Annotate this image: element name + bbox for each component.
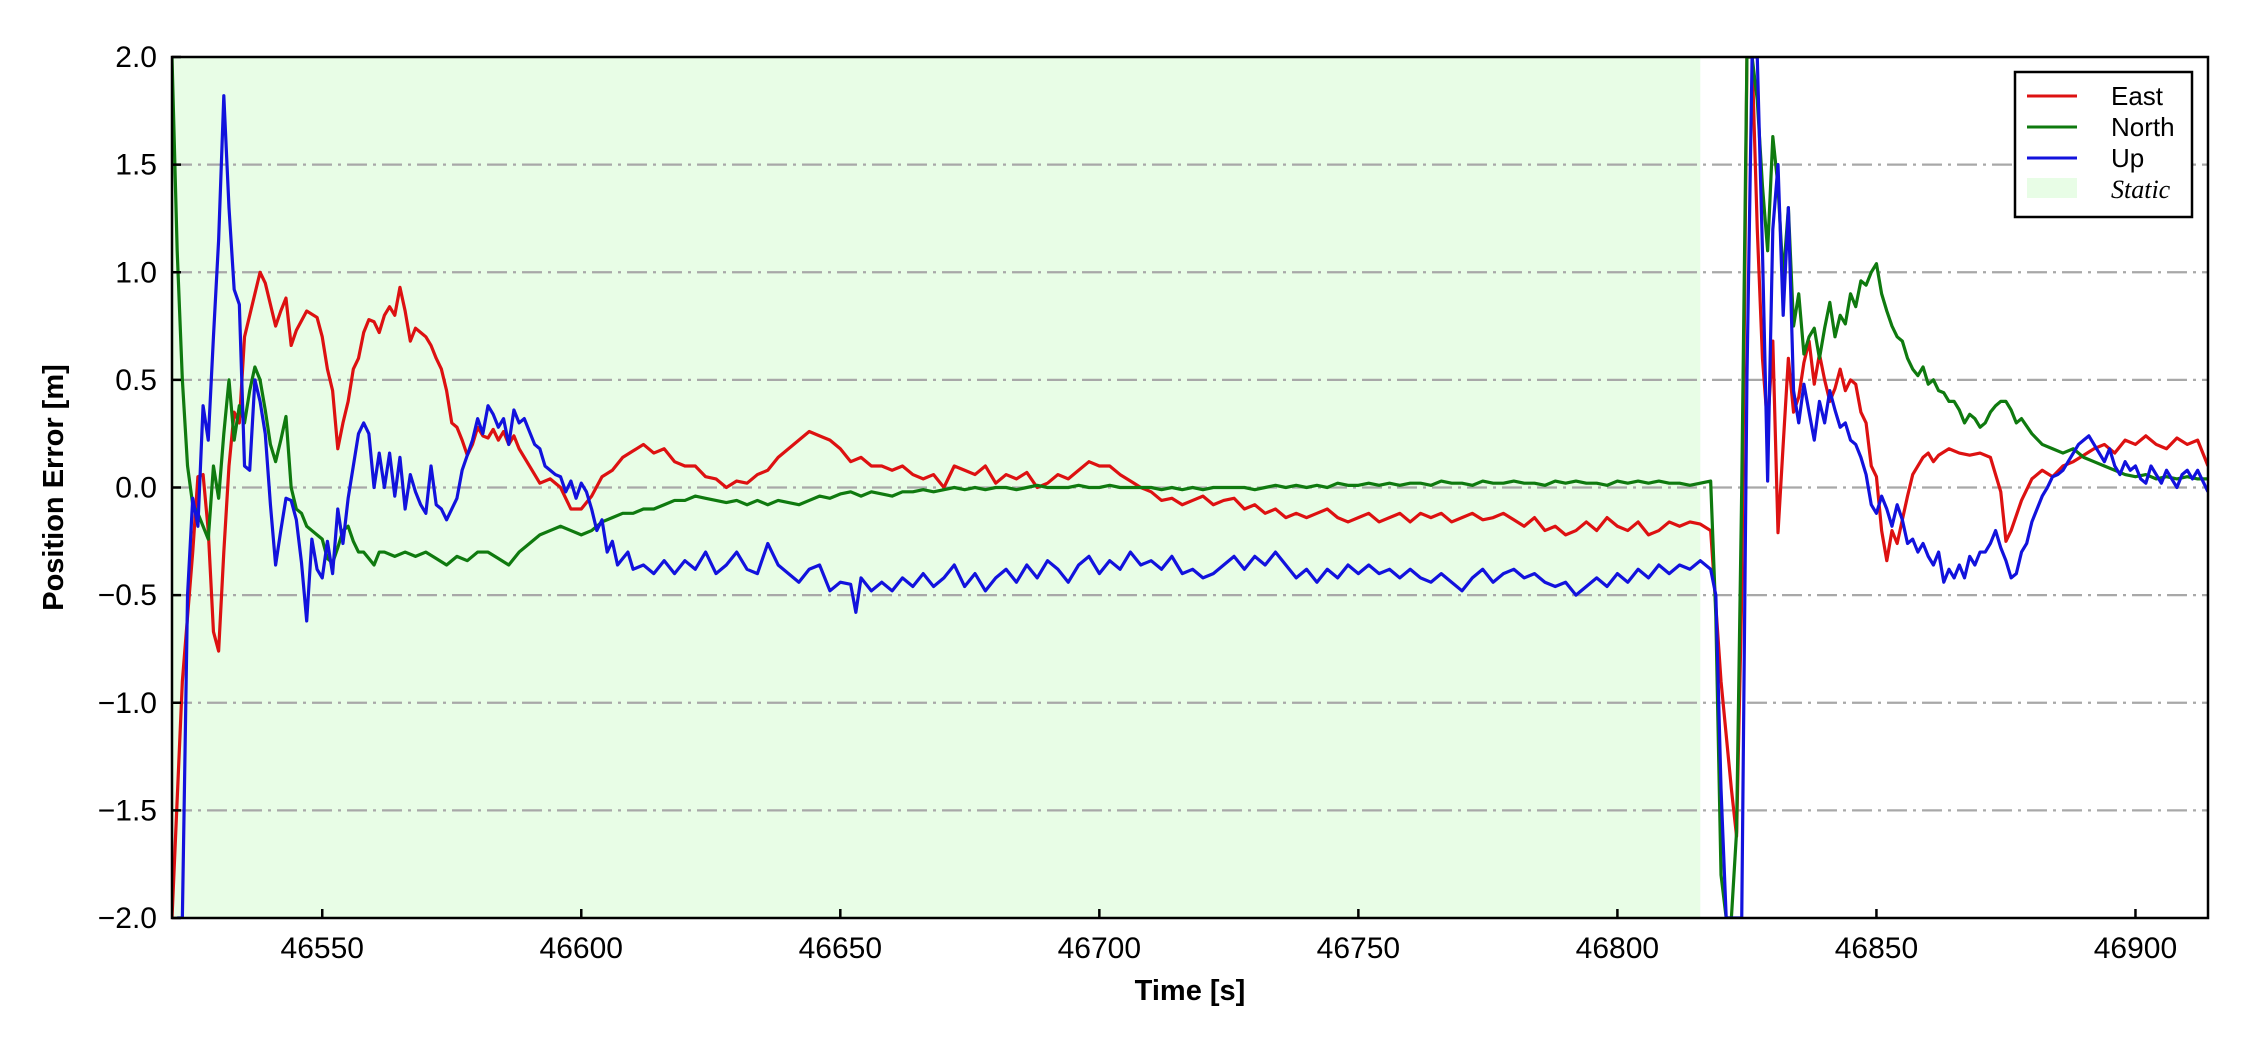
axis-ticks: 46550 46600 46650 46700 46750 46800 46850 46900… bbox=[98, 41, 2177, 965]
y-tick-label: −1.0 bbox=[98, 687, 157, 720]
series-line-up bbox=[177, 57, 2208, 918]
x-tick-label: 46650 bbox=[799, 932, 882, 965]
y-tick-label: −2.0 bbox=[98, 902, 157, 935]
x-tick-label: 46700 bbox=[1058, 932, 1141, 965]
y-tick-label: 2.0 bbox=[115, 41, 157, 74]
y-tick-label: 1.5 bbox=[115, 149, 157, 182]
y-tick-label: 0.5 bbox=[115, 364, 157, 397]
x-tick-label: 46750 bbox=[1317, 932, 1400, 965]
legend-label-up: Up bbox=[2111, 143, 2144, 173]
series-lines bbox=[172, 57, 2208, 918]
y-tick-label: −0.5 bbox=[98, 579, 157, 612]
y-tick-label: 0.0 bbox=[115, 472, 157, 505]
series-line-east bbox=[172, 57, 2208, 918]
x-tick-label: 46800 bbox=[1576, 932, 1659, 965]
legend-label-east: East bbox=[2111, 81, 2164, 111]
x-tick-label: 46600 bbox=[540, 932, 623, 965]
legend: East North Up Static bbox=[2013, 70, 2194, 219]
legend-label-north: North bbox=[2111, 112, 2175, 142]
y-axis-title: Position Error [m] bbox=[38, 364, 70, 611]
x-tick-label: 46850 bbox=[1835, 932, 1918, 965]
x-tick-label: 46900 bbox=[2094, 932, 2177, 965]
y-tick-label: −1.5 bbox=[98, 794, 157, 827]
legend-label-static: Static bbox=[2111, 175, 2171, 204]
y-tick-label: 1.0 bbox=[115, 256, 157, 289]
legend-swatch-static bbox=[2027, 178, 2077, 198]
x-tick-label: 46550 bbox=[281, 932, 364, 965]
series-line-north bbox=[172, 57, 2208, 918]
x-axis-title: Time [s] bbox=[1135, 975, 1246, 1007]
